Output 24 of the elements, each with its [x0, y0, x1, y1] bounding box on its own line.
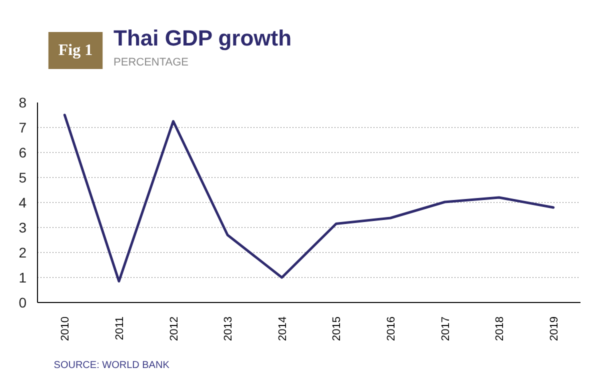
y-tick-label: 1 — [18, 270, 27, 286]
chart-title: Thai GDP growth — [114, 26, 292, 50]
y-tick-label: 4 — [18, 194, 27, 210]
x-tick-label: 2014 — [276, 316, 289, 341]
y-tick-label: 3 — [18, 220, 27, 236]
line-series — [63, 114, 555, 282]
y-tick-label: 0 — [18, 294, 27, 310]
y-tick-label: 7 — [18, 120, 27, 136]
x-tick-label: 2013 — [222, 316, 235, 341]
y-tick-label: 6 — [18, 144, 27, 160]
source-note: SOURCE: WORLD BANK — [54, 360, 170, 371]
chart-subtitle: PERCENTAGE — [114, 56, 189, 68]
y-tick-label: 8 — [18, 94, 27, 110]
x-tick-label: 2015 — [331, 316, 344, 341]
y-tick-label: 2 — [18, 244, 27, 260]
x-tick-label: 2012 — [168, 316, 180, 341]
caption: Fig 1 — [58, 42, 93, 59]
y-tick-label: 5 — [18, 170, 27, 186]
x-tick-label: 2016 — [385, 316, 398, 341]
x-tick-label: 2011 — [114, 316, 126, 340]
x-tick-label: 2017 — [440, 316, 452, 341]
x-tick-label: 2018 — [494, 316, 506, 341]
x-tick-label: 2010 — [60, 316, 72, 341]
x-tick-label: 2019 — [548, 316, 560, 341]
